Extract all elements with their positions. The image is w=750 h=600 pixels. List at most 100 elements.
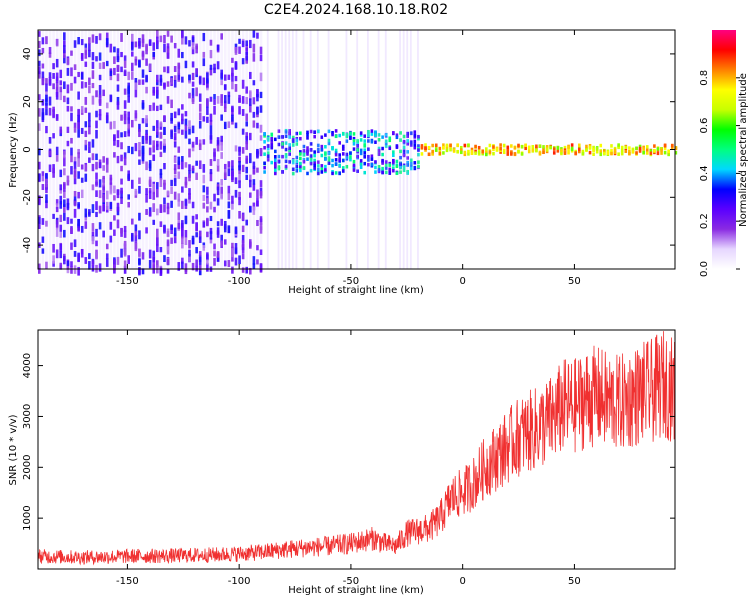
spectrogram-cell	[263, 134, 266, 138]
spectrogram-cell	[159, 35, 163, 43]
spectrogram-cell	[102, 156, 105, 163]
spectrogram-cell	[595, 147, 599, 151]
spectrogram-cell	[113, 67, 116, 76]
spectrogram-cell	[80, 225, 84, 233]
spectrogram-cell	[109, 121, 113, 130]
spectrogram-cell	[631, 150, 635, 154]
spectrogram-cell	[223, 100, 227, 109]
spectrogram-streak	[417, 30, 419, 269]
spectrogram-cell	[538, 152, 542, 156]
spectrogram-cell	[567, 145, 570, 149]
spectrogram-cell	[595, 149, 599, 154]
spectrogram-cell	[227, 168, 231, 177]
spectrogram-cell	[191, 262, 195, 271]
spectrogram-cell	[188, 240, 191, 249]
spectrogram-cell	[459, 145, 463, 150]
spectrogram-cell	[245, 155, 249, 163]
spectrogram-cell	[195, 214, 198, 220]
spectrogram-cell	[163, 82, 166, 88]
spectrogram-cell	[138, 258, 141, 265]
spectrogram-cell	[388, 136, 392, 140]
spectrogram-cell	[38, 60, 41, 67]
spectrogram-cell	[198, 143, 202, 151]
spectrogram-cell	[66, 198, 70, 205]
spectrogram-cell	[191, 36, 195, 46]
spectrogram-cell	[88, 157, 91, 163]
spectrogram-cell	[59, 231, 63, 238]
spectrogram-cell	[417, 144, 420, 148]
spectrogram-cell	[252, 120, 256, 128]
spectrogram-cell	[181, 220, 184, 228]
spectrogram-cell	[84, 208, 88, 218]
spectrogram-cell	[77, 223, 80, 231]
spectrogram-cell	[145, 133, 148, 141]
spectrogram-cell	[599, 152, 603, 157]
spectrogram-cell	[98, 162, 102, 169]
spectrogram-cell	[130, 62, 134, 72]
spectrogram-cell	[73, 265, 77, 274]
spectrogram-cell	[266, 146, 270, 151]
spectrogram-cell	[66, 57, 70, 66]
spectrogram-cell	[517, 150, 520, 154]
spectrogram-cell	[138, 267, 141, 276]
spectrogram-cell	[84, 130, 88, 137]
spectrogram-cell	[206, 231, 209, 238]
spectrogram-cell	[213, 94, 216, 100]
spectrogram-bg-cell	[138, 30, 141, 269]
spectrogram-cell	[80, 81, 84, 89]
spectrogram-cell	[63, 49, 66, 59]
spectrogram-cell	[424, 148, 427, 152]
spectrogram-cell	[399, 155, 402, 160]
spectrogram-cell	[227, 95, 231, 104]
spectrogram-cell	[252, 263, 256, 269]
spectrogram-cell	[63, 168, 66, 176]
spectrogram-cell	[148, 260, 152, 269]
spectrogram-cell	[402, 134, 406, 139]
spectrogram-cell	[552, 147, 556, 151]
spectrogram-cell	[166, 202, 170, 209]
spectrogram-cell	[195, 247, 198, 254]
spectrogram-cell	[316, 167, 320, 172]
spectrogram-cell	[98, 62, 102, 69]
spectrogram-cell	[284, 153, 288, 157]
spectrogram-cell	[299, 161, 302, 166]
spectrogram-cell	[345, 152, 349, 157]
spectrogram-cell	[624, 145, 628, 149]
spectrogram-cell	[223, 260, 227, 267]
spectrogram-cell	[299, 152, 302, 156]
spectrogram-cell	[259, 105, 263, 113]
spectrogram-cell	[248, 71, 252, 79]
spectrogram-cell	[48, 164, 52, 173]
spectrogram-bg-cell	[80, 30, 84, 269]
spectrogram-cell	[163, 145, 166, 153]
snr-y-tick-label: 1000	[22, 505, 33, 530]
spectrogram-cell	[166, 30, 170, 37]
spectrogram-cell	[563, 145, 567, 150]
spectrogram-cell	[341, 152, 345, 156]
spectrogram-cell	[620, 151, 624, 156]
spectrogram-cell	[266, 154, 270, 158]
spectrogram-cell	[402, 139, 406, 144]
spectrogram-cell	[338, 153, 341, 157]
spectrogram-cell	[188, 164, 191, 172]
spectrogram-cell	[159, 205, 163, 213]
spectrogram-cell	[145, 129, 148, 136]
spectrogram-cell	[173, 75, 177, 81]
spectrogram-cell	[438, 146, 442, 151]
spectrogram-bg-cell	[102, 30, 105, 269]
spectrogram-cell	[331, 163, 334, 168]
spectrogram-streak	[345, 30, 348, 269]
spectrogram-cell	[670, 143, 674, 148]
spectrogram-cell	[606, 151, 610, 155]
spectrogram-cell	[156, 237, 159, 244]
spectrogram-cell	[220, 186, 223, 194]
spectrogram-cell	[198, 160, 202, 170]
spectrogram-cell	[345, 132, 349, 137]
spectrogram-cell	[384, 170, 388, 175]
spectrogram-cell	[338, 141, 341, 145]
spectrogram-cell	[177, 74, 181, 80]
spectrogram-cell	[84, 61, 88, 67]
spectrogram-bg-cell	[213, 30, 216, 269]
spectrogram-cell	[363, 144, 367, 148]
spectrogram-cell	[617, 152, 620, 156]
